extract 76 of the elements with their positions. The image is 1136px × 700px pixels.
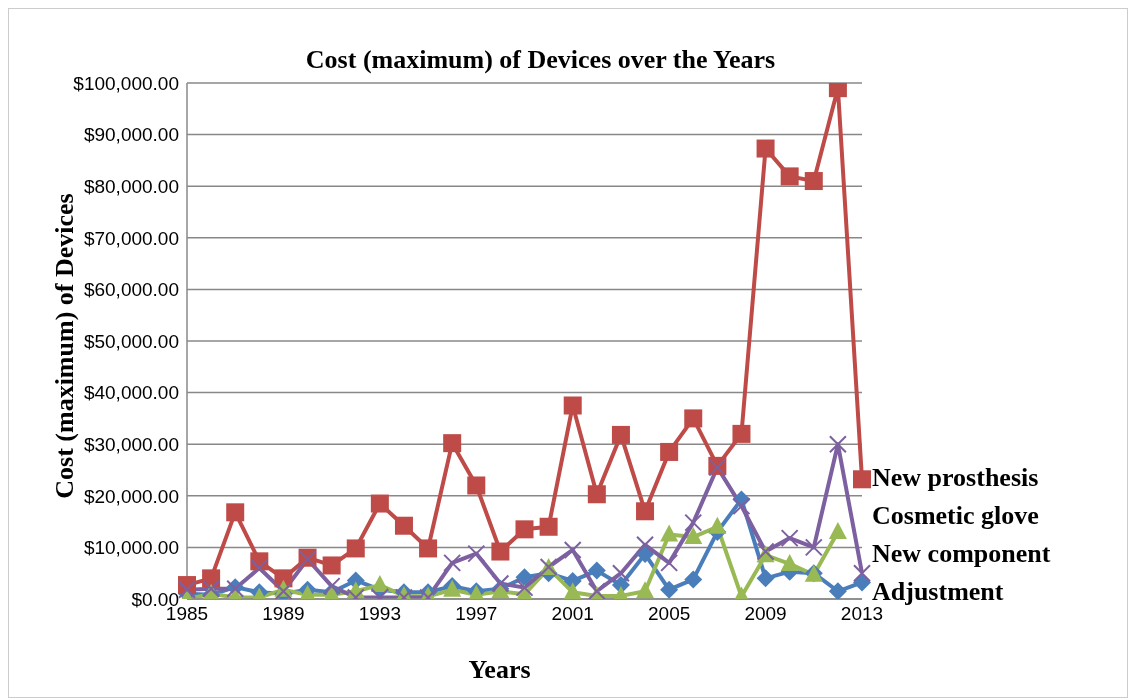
y-tick-label: $60,000.00 [83,279,179,301]
point [708,516,727,534]
point [828,521,847,539]
point [443,553,462,572]
series-label: New prosthesis [872,463,1039,494]
y-tick-label: $30,000.00 [83,433,179,455]
point [636,502,655,521]
point [780,529,799,548]
point [322,577,341,596]
point [780,553,799,571]
point [828,582,847,599]
y-tick-label: $20,000.00 [83,485,179,507]
point [394,516,413,535]
point [660,580,679,599]
point [467,544,486,563]
point [853,470,871,489]
y-tick-label: $90,000.00 [83,124,179,146]
y-axis-title: Cost (maximum) of Devices [50,193,80,499]
point [756,139,775,158]
point [322,556,341,575]
point [563,396,582,415]
point [684,570,703,589]
point [684,513,703,532]
point [563,540,582,559]
point [370,575,389,593]
point [660,553,679,572]
point [250,559,269,578]
y-tick-label: $40,000.00 [83,382,179,404]
point [611,425,630,444]
y-tick-label: $100,000.00 [73,72,179,94]
point [202,579,221,598]
x-tick-label: 1997 [455,603,498,625]
point [346,539,365,558]
series-label: New component [872,539,1051,570]
point [636,535,655,554]
point [515,578,534,597]
x-tick-label: 1993 [358,603,401,625]
point [684,409,703,428]
point [660,442,679,461]
point [419,539,438,558]
point [611,564,630,583]
point [515,568,534,587]
point [178,580,196,599]
point [563,582,582,599]
point [660,524,679,542]
chart-title: Cost (maximum) of Devices over the Years [305,45,776,74]
y-tick-label: $50,000.00 [83,330,179,352]
point [636,581,655,599]
point [804,538,823,557]
point [756,569,775,588]
point [804,172,823,191]
point [491,542,510,561]
y-tick-label: $80,000.00 [83,175,179,197]
point [684,527,703,545]
series-label: Cosmetic glove [872,501,1039,532]
point [732,424,751,443]
x-tick-label: 2001 [551,603,594,625]
y-tick-label: $10,000.00 [83,537,179,559]
point [587,561,606,580]
point [443,434,462,453]
point [732,497,751,516]
point [780,167,799,186]
point [515,520,534,539]
point [226,503,245,522]
y-tick-label: $70,000.00 [83,227,179,249]
point [853,564,871,583]
point [539,517,558,536]
x-axis-title: Years [467,655,532,685]
x-tick-label: 2009 [744,603,787,625]
point [587,485,606,504]
point [370,494,389,513]
point [828,435,847,454]
point [467,476,486,495]
x-tick-label: 2005 [648,603,691,625]
x-tick-label: 1989 [262,603,305,625]
point [491,574,510,593]
